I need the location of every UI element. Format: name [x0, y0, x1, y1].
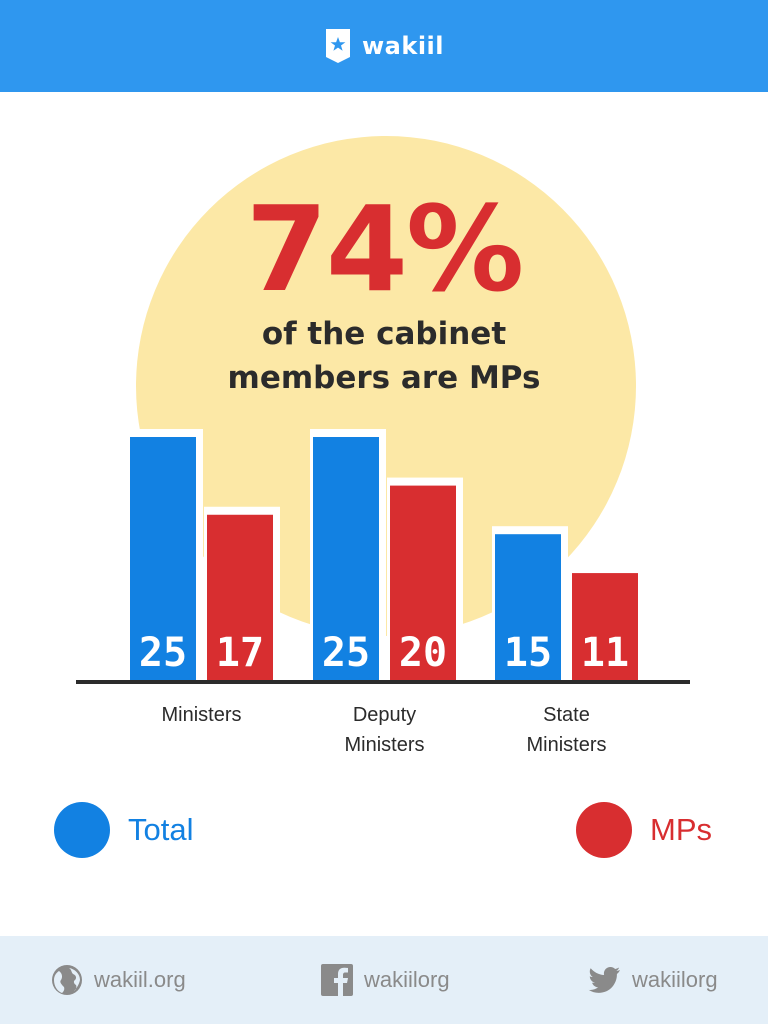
- category-label: Deputy Ministers: [295, 700, 475, 760]
- shield-star-icon: [325, 29, 350, 63]
- headline-percent: 74%: [245, 180, 524, 318]
- legend-label-total: Total: [128, 812, 194, 847]
- footer-website-text: wakiil.org: [94, 967, 186, 992]
- legend-item-mps: MPs: [576, 802, 712, 858]
- category-label-line: Ministers: [526, 734, 607, 756]
- footer-website-link[interactable]: wakiil.org: [50, 936, 186, 1024]
- category-label-line: State: [543, 704, 590, 726]
- bar-value-label: 11: [581, 630, 629, 676]
- category-label: State Ministers: [477, 700, 657, 760]
- brand[interactable]: wakiil: [324, 27, 444, 65]
- footer-bar: wakiil.org wakiilorg wakiilorg: [0, 936, 768, 1024]
- category-label: Ministers: [112, 700, 292, 730]
- bar-value-label: 15: [504, 630, 552, 676]
- bar-mps-0: [207, 514, 273, 680]
- category-label-line: Deputy: [352, 704, 417, 726]
- footer-twitter-text: wakiilorg: [632, 967, 718, 992]
- legend-item-total: Total: [54, 802, 193, 858]
- legend-swatch-total: [54, 802, 110, 858]
- category-label-line: Ministers: [344, 734, 425, 756]
- bar-mps-1: [390, 485, 456, 680]
- subtitle-line-1: of the cabinet: [261, 316, 507, 352]
- bar-total-2: [495, 534, 561, 680]
- globe-icon: [52, 965, 82, 995]
- bar-total-0: [130, 437, 196, 680]
- twitter-bird-icon: [588, 967, 620, 993]
- bar-mps-2: [572, 573, 638, 680]
- footer-facebook-link[interactable]: wakiilorg: [320, 936, 450, 1024]
- facebook-icon: [321, 964, 353, 996]
- footer-twitter-link[interactable]: wakiilorg: [588, 936, 718, 1024]
- bar-value-label: 20: [399, 630, 447, 676]
- bar-value-label: 17: [216, 630, 264, 676]
- x-axis-line: [76, 680, 690, 684]
- bar-value-label: 25: [139, 630, 187, 676]
- legend-swatch-mps: [576, 802, 632, 858]
- category-label-line: Ministers: [161, 704, 242, 726]
- brand-name: wakiil: [361, 32, 444, 60]
- header-bar: wakiil: [0, 0, 768, 92]
- bar-total-1: [313, 437, 379, 680]
- footer-facebook-text: wakiilorg: [364, 967, 450, 992]
- bar-value-label: 25: [322, 630, 370, 676]
- subtitle-line-2: members are MPs: [227, 360, 541, 396]
- headline-subtitle: of the cabinet members are MPs: [0, 312, 768, 400]
- legend-label-mps: MPs: [650, 812, 712, 847]
- bar-chart: 25 25 15 17 20 11: [76, 437, 690, 684]
